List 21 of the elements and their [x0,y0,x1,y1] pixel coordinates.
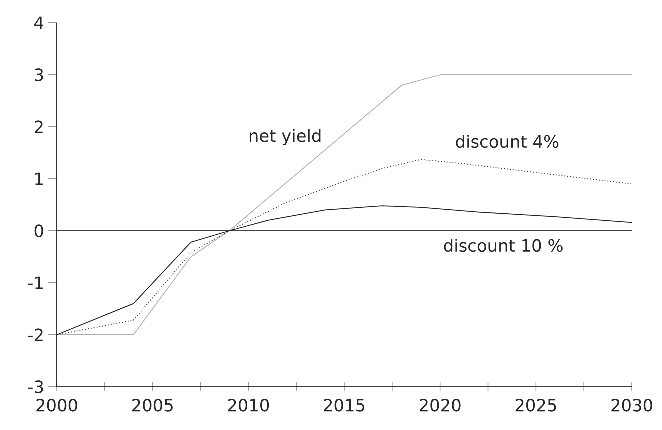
y-tick-label: -3 [28,380,44,394]
y-tick-label: 2 [34,120,43,134]
y-tick-label: 1 [36,172,43,186]
x-tick-label: 2000 [36,399,78,412]
series-label: discount 4% [456,135,559,148]
y-tick-label: 0 [34,224,44,238]
y-tick-label: 3 [35,68,44,82]
y-tick-label: -2 [28,328,43,342]
x-tick-label: 2025 [516,399,556,412]
series-label: net yield [250,129,321,146]
line-series [56,74,632,336]
x-tick-label: 2030 [612,399,652,412]
line-series [56,159,632,336]
y-tick-label: 4 [34,16,44,30]
x-tick-label: 2010 [228,399,270,412]
x-tick-label: 2020 [420,399,461,412]
x-tick-label: 2005 [132,399,173,412]
line-series [56,206,632,336]
series-label: discount 10 % [444,239,563,252]
y-tick-label: -1 [28,276,43,290]
x-tick-label: 2015 [324,399,365,412]
